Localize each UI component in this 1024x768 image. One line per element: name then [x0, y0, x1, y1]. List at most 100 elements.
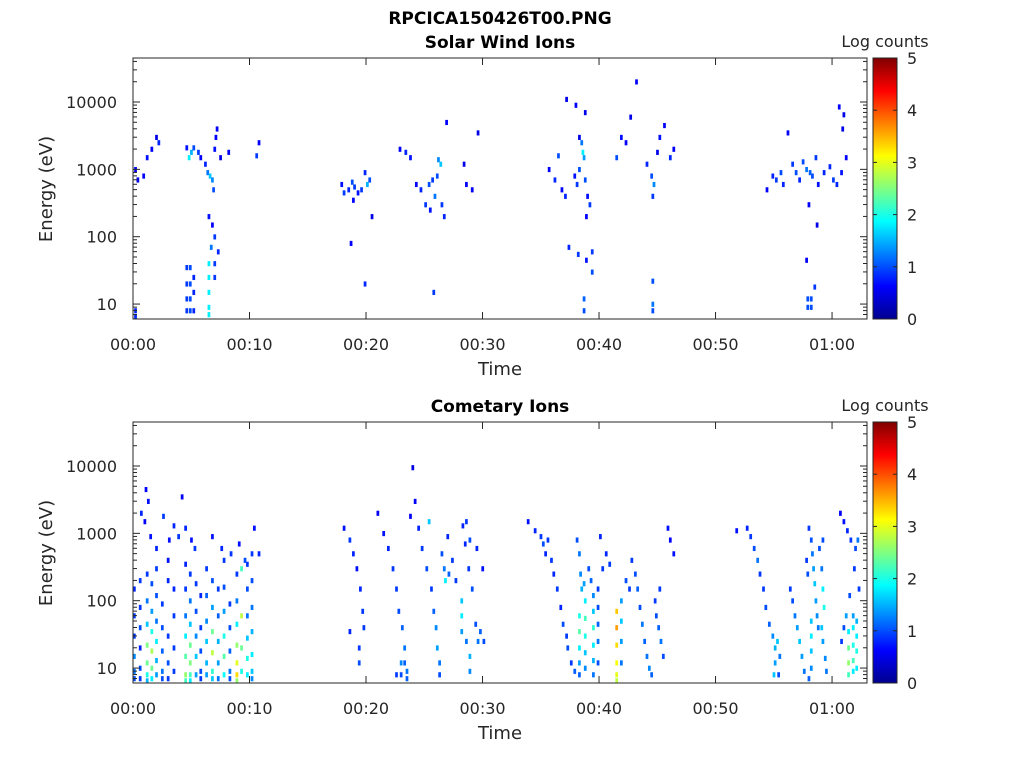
heatmap-cell — [444, 578, 447, 584]
heatmap-cell — [167, 537, 171, 543]
heatmap-cell — [807, 525, 811, 531]
heatmap-cell — [560, 187, 564, 193]
heatmap-cell — [574, 102, 578, 108]
heatmap-cell — [222, 608, 226, 614]
y-tick-label: 10 — [97, 295, 117, 314]
heatmap-cell — [604, 551, 608, 557]
cometary-colorbar-label: Log counts — [841, 396, 928, 415]
heatmap-cell — [583, 633, 587, 639]
heatmap-cell — [411, 465, 415, 471]
heatmap-cell — [463, 541, 467, 547]
heatmap-cell — [419, 187, 423, 193]
heatmap-cell — [138, 604, 142, 611]
heatmap-cell — [138, 625, 142, 631]
heatmap-cell — [177, 534, 180, 540]
heatmap-cell — [199, 668, 203, 674]
heatmap-cell — [777, 672, 781, 678]
heatmap-cell — [596, 621, 600, 627]
heatmap-cell — [847, 672, 850, 678]
heatmap-cell — [395, 586, 398, 592]
heatmap-cell — [155, 134, 158, 140]
heatmap-cell — [246, 672, 249, 678]
heatmap-cell — [150, 146, 154, 152]
heatmap-cell — [145, 678, 149, 684]
heatmap-cell — [347, 187, 351, 193]
heatmap-cell — [142, 173, 146, 179]
heatmap-cell — [149, 534, 153, 540]
heatmap-cell — [194, 672, 198, 678]
heatmap-cell — [227, 149, 231, 155]
heatmap-cell — [772, 672, 776, 678]
heatmap-cell — [837, 104, 841, 110]
heatmap-cell — [582, 308, 586, 314]
heatmap-cell — [235, 642, 239, 648]
heatmap-cell — [620, 618, 623, 624]
y-tick-label: 1000 — [76, 524, 117, 543]
heatmap-cell — [145, 598, 149, 604]
heatmap-cell — [399, 672, 403, 678]
heatmap-cell — [440, 202, 444, 208]
heatmap-cell — [442, 214, 446, 220]
solar-wind-title: Solar Wind Ions — [425, 33, 576, 53]
heatmap-cell — [590, 249, 594, 255]
heatmap-cell — [806, 296, 810, 302]
heatmap-cell — [620, 134, 623, 140]
heatmap-cell — [467, 566, 471, 572]
heatmap-cell — [576, 251, 580, 257]
heatmap-cell — [184, 653, 187, 659]
heatmap-cell — [818, 545, 821, 552]
heatmap-cell — [539, 534, 543, 540]
heatmap-cell — [828, 164, 832, 170]
heatmap-cell — [243, 557, 247, 563]
heatmap-cell — [146, 498, 150, 504]
heatmap-cell — [468, 668, 472, 674]
heatmap-cell — [215, 126, 219, 132]
heatmap-cell — [672, 146, 676, 152]
heatmap-cell — [847, 645, 850, 651]
cometary-heatmap-cells — [133, 465, 861, 684]
heatmap-cell — [447, 571, 451, 577]
heatmap-cell — [596, 586, 600, 592]
heatmap-cell — [565, 633, 568, 639]
heatmap-cell — [565, 96, 568, 102]
heatmap-cell — [808, 170, 812, 176]
heatmap-cell — [184, 672, 187, 678]
heatmap-cell — [155, 672, 158, 678]
heatmap-cell — [465, 638, 468, 645]
heatmap-cell — [615, 608, 619, 614]
heatmap-cell — [438, 672, 441, 678]
heatmap-cell — [211, 676, 214, 682]
heatmap-cell — [240, 613, 243, 619]
heatmap-cell — [628, 586, 631, 592]
colorbar-tick-label: 5 — [907, 413, 917, 432]
heatmap-cell — [771, 633, 775, 639]
heatmap-cell — [658, 134, 662, 140]
heatmap-cell — [213, 261, 217, 267]
heatmap-cell — [855, 665, 859, 671]
heatmap-cell — [211, 629, 214, 635]
heatmap-cell — [180, 494, 184, 500]
heatmap-cell — [546, 537, 550, 543]
heatmap-cell — [435, 645, 439, 651]
heatmap-cell — [362, 625, 366, 631]
heatmap-cell — [580, 586, 584, 592]
heatmap-cell — [668, 537, 672, 543]
heatmap-cell — [446, 534, 450, 540]
heatmap-cell — [815, 222, 819, 228]
heatmap-cell — [635, 79, 638, 85]
heatmap-cell — [745, 525, 749, 531]
heatmap-cell — [348, 537, 352, 543]
y-tick-label: 10000 — [66, 93, 117, 112]
heatmap-cell — [160, 668, 164, 674]
heatmap-cell — [778, 653, 782, 659]
heatmap-cell — [229, 551, 233, 557]
heatmap-cell — [638, 604, 642, 611]
heatmap-cell — [216, 676, 220, 682]
heatmap-cell — [794, 170, 798, 176]
heatmap-cell — [220, 545, 224, 552]
heatmap-cell — [668, 155, 672, 161]
heatmap-cell — [786, 130, 790, 136]
heatmap-cell — [856, 537, 860, 543]
heatmap-cell — [853, 566, 856, 572]
heatmap-cell — [578, 645, 581, 651]
